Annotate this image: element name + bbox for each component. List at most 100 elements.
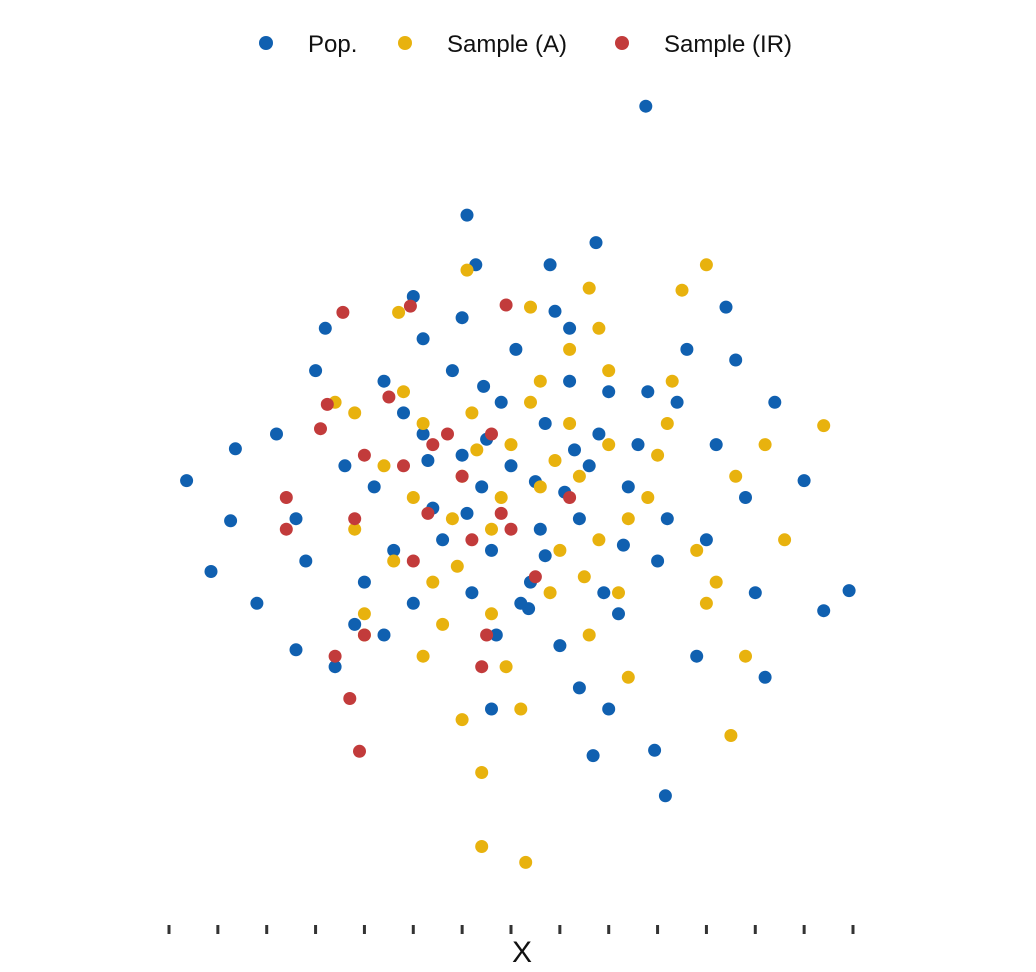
point-pop — [465, 586, 479, 600]
point-sample-a — [524, 300, 537, 314]
point-pop — [709, 438, 723, 452]
point-sample-a — [533, 374, 547, 388]
point-pop — [460, 208, 474, 222]
point-pop — [719, 300, 733, 314]
point-sample-a — [533, 480, 547, 494]
point-sample-ir — [382, 390, 396, 404]
point-sample-a — [357, 607, 371, 621]
point-sample-a — [416, 649, 430, 663]
legend-label-pop: Pop. — [308, 31, 357, 58]
point-sample-a — [699, 258, 713, 272]
point-sample-a — [504, 438, 518, 452]
legend: Pop. Sample (A) Sample (IR) — [259, 31, 792, 58]
point-sample-a — [524, 395, 537, 409]
point-pop — [597, 586, 611, 600]
point-pop — [270, 427, 283, 441]
point-sample-ir — [528, 570, 542, 584]
point-sample-a — [416, 417, 430, 430]
point-sample-a — [392, 305, 406, 319]
point-pop — [455, 311, 469, 325]
point-sample-a — [543, 586, 557, 600]
point-pop — [548, 304, 562, 318]
point-sample-a — [519, 855, 533, 869]
point-pop — [357, 575, 371, 589]
point-pop — [797, 474, 811, 488]
point-pop — [543, 258, 557, 272]
point-sample-ir — [455, 469, 469, 483]
point-pop — [602, 385, 616, 399]
point-sample-ir — [357, 628, 371, 642]
point-sample-a — [485, 607, 498, 621]
point-sample-ir — [475, 660, 489, 674]
point-sample-a — [514, 702, 528, 716]
point-pop — [582, 459, 596, 473]
point-pop — [538, 549, 552, 563]
point-sample-ir — [314, 422, 327, 436]
point-pop — [328, 660, 342, 674]
point-sample-a — [660, 417, 674, 430]
point-pop — [699, 533, 713, 547]
point-sample-ir — [353, 744, 366, 758]
point-sample-a — [426, 575, 440, 589]
point-pop — [568, 443, 581, 457]
point-pop — [641, 385, 655, 399]
point-sample-a — [436, 617, 450, 631]
point-sample-a — [592, 321, 606, 335]
point-pop — [639, 99, 653, 113]
point-sample-a — [582, 281, 596, 295]
point-sample-ir — [403, 299, 417, 313]
point-sample-ir — [485, 427, 498, 441]
point-pop — [739, 491, 752, 504]
point-pop — [509, 342, 523, 356]
point-pop — [421, 454, 435, 467]
point-pop — [475, 480, 489, 494]
point-pop — [538, 417, 552, 430]
point-pop — [533, 522, 547, 536]
point-pop — [477, 379, 491, 393]
point-pop — [563, 374, 577, 388]
point-pop — [204, 565, 218, 578]
point-sample-a — [582, 628, 596, 642]
legend-marker-sample-ir — [615, 36, 629, 50]
point-pop — [651, 554, 665, 568]
point-pop — [377, 628, 391, 642]
point-sample-a — [675, 283, 689, 297]
point-pop — [514, 596, 528, 610]
point-sample-a — [475, 840, 489, 853]
point-pop — [289, 512, 303, 526]
point-sample-a — [592, 533, 606, 547]
point-sample-a — [758, 438, 772, 452]
point-sample-a — [621, 512, 635, 526]
point-sample-ir — [421, 506, 435, 520]
point-sample-ir — [348, 512, 362, 526]
point-pop — [660, 512, 674, 526]
point-pop — [460, 506, 474, 520]
point-pop — [616, 538, 630, 552]
point-pop — [572, 512, 586, 526]
point-sample-a — [651, 448, 665, 462]
point-pop — [318, 321, 332, 335]
point-pop — [455, 448, 469, 462]
point-sample-a — [348, 522, 362, 536]
point-sample-ir — [494, 506, 508, 520]
point-sample-a — [641, 491, 655, 504]
point-sample-a — [690, 543, 704, 557]
point-sample-a — [455, 713, 469, 727]
point-pop — [416, 427, 430, 441]
point-pop — [228, 442, 242, 456]
point-sample-a — [817, 419, 831, 433]
point-sample-ir — [426, 438, 440, 452]
point-pop — [485, 543, 498, 557]
point-pop — [648, 743, 662, 757]
point-sample-a — [729, 469, 743, 483]
point-sample-a — [397, 385, 410, 399]
point-sample-a — [563, 417, 577, 430]
point-sample-a — [494, 491, 508, 504]
data-points — [180, 99, 856, 869]
point-pop — [690, 649, 704, 663]
point-sample-a — [577, 570, 591, 584]
point-sample-a — [445, 512, 459, 526]
point-sample-a — [621, 670, 635, 684]
point-pop — [563, 321, 577, 335]
